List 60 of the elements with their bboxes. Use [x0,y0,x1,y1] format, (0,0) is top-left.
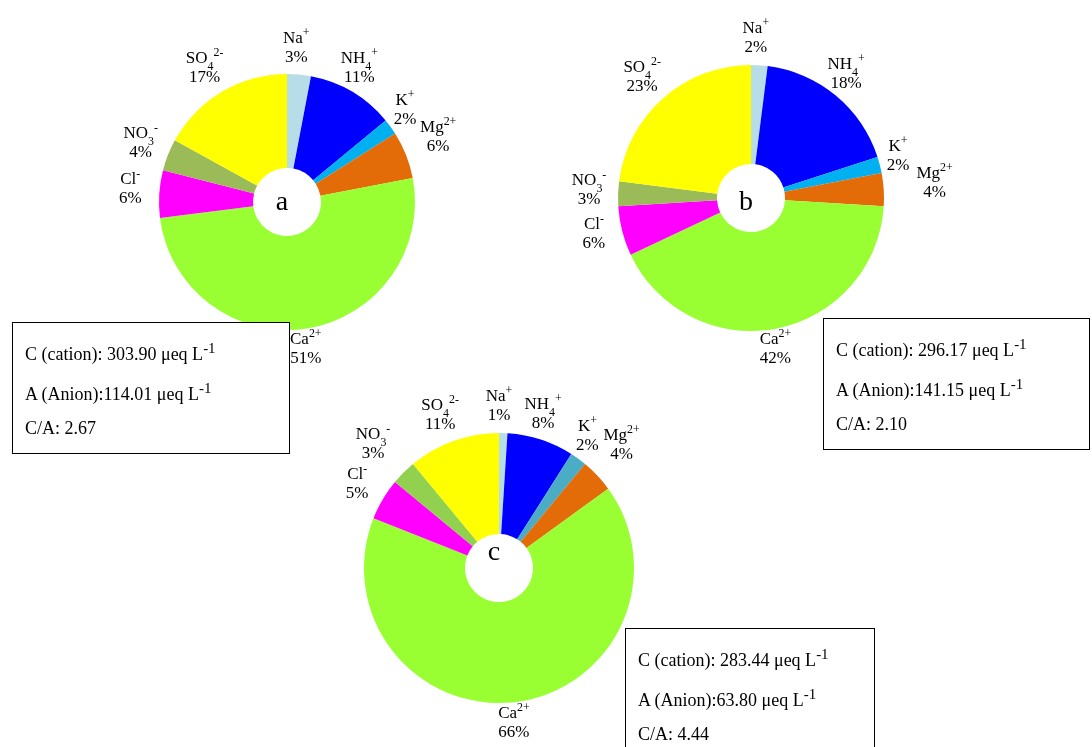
donut-slice [287,74,311,169]
donut-slice [751,65,768,165]
donut-slice [160,178,415,330]
data-label: 4% [610,444,633,464]
text: c [487,534,501,566]
slice-label: Ca$^{2+}$ [759,326,792,349]
data-label: 6% [118,188,142,208]
text: C/A: 4.44 [638,723,710,746]
slice-label: Cl$^{-}$ [347,461,368,484]
slice-label: Na$^{+}$ [485,383,513,406]
slice-label: K$^{+}$ [888,132,908,155]
text: A (Anion):141.15 μeq L$^{-1}$ [836,375,1025,402]
data-label: 2% [576,435,599,455]
data-label: 66% [498,721,530,741]
donut-slice [412,433,499,542]
donut-slice [394,463,478,547]
slice-label: K$^{+}$ [395,86,415,109]
text: C (cation): 296.17 μeq L$^{-1}$ [836,335,1028,362]
data-label: 1% [487,405,511,425]
donut-slice [313,120,396,184]
data-label: 5% [345,483,369,503]
donut-slice [373,481,473,556]
donut-slice [517,454,586,542]
donut-slice [501,433,572,540]
data-label: 2% [744,37,768,57]
data-label: 6% [582,233,606,253]
donut-slice [783,156,882,192]
text: a [275,184,289,216]
text: A (Anion):63.80 μeq L$^{-1}$ [638,685,818,712]
data-label: 3% [284,46,308,66]
data-label: 2% [393,108,417,128]
text: b [739,185,753,217]
text: C (cation): 303.90 μeq L$^{-1}$ [25,339,217,366]
donut-slice [315,133,413,196]
donut-slice [618,181,718,207]
donut-slice [499,433,508,535]
text: C/A: 2.67 [25,417,97,440]
text: C/A: 2.10 [836,413,908,436]
text: C (cation): 283.44 μeq L$^{-1}$ [638,645,830,672]
data-label: 6% [426,136,450,156]
donut-slice [784,173,884,207]
data-label: 51% [290,348,322,368]
slice-label: Mg$^{2+}$ [916,160,954,183]
slice-label: Ca$^{2+}$ [290,326,322,349]
slice-label: Mg$^{2+}$ [420,114,457,137]
slice-label: Na$^{+}$ [283,24,310,47]
slice-label: Cl$^{-}$ [583,211,604,234]
data-label: 4% [923,182,946,202]
text: A (Anion):114.01 μeq L$^{-1}$ [25,379,213,406]
slice-label: Cl$^{-}$ [120,166,141,189]
donut-slice [520,463,609,549]
slice-label: Na$^{+}$ [742,15,770,38]
slice-label: Ca$^{2+}$ [498,699,530,722]
donut-slice [163,140,258,194]
slice-label: K$^{+}$ [577,413,598,436]
donut-slice [618,200,721,255]
data-label: 2% [886,154,910,174]
data-label: 42% [759,348,791,368]
donut-slice [159,170,255,219]
slice-label: Mg$^{2+}$ [603,422,640,445]
